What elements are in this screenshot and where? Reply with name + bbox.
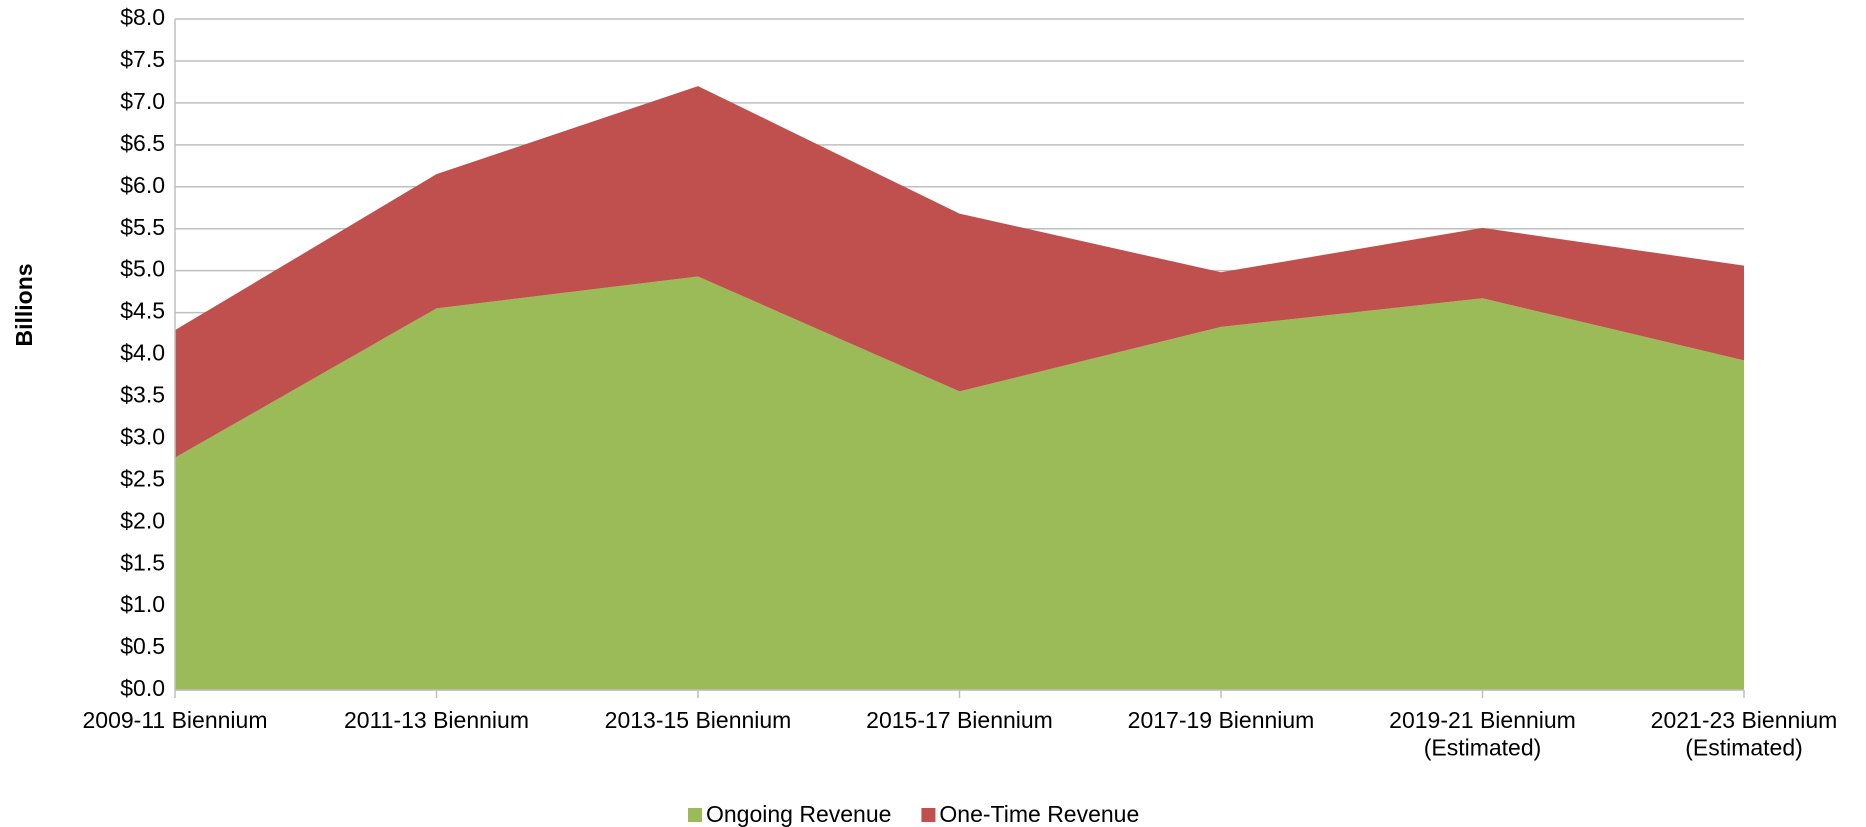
y-tick-label: $2.5 [120, 465, 165, 491]
y-tick-label: $5.0 [120, 256, 165, 282]
y-tick-label: $4.5 [120, 298, 165, 324]
y-tick-label: $2.0 [120, 507, 165, 533]
legend-swatch [921, 808, 936, 822]
y-tick-label: $1.0 [120, 591, 165, 617]
y-tick-label: $7.5 [120, 46, 165, 72]
y-tick-label: $0.0 [120, 675, 165, 701]
y-tick-label: $6.0 [120, 172, 165, 198]
y-tick-label: $3.5 [120, 382, 165, 408]
x-tick-label: 2019-21 Biennium (Estimated) [1389, 707, 1576, 761]
y-axis-label: Billions [11, 263, 37, 346]
legend-label: Ongoing Revenue [706, 801, 891, 827]
legend-swatch [688, 808, 702, 822]
y-tick-label: $6.5 [120, 130, 165, 156]
legend-label: One-Time Revenue [939, 801, 1139, 827]
x-tick-label: 2021-23 Biennium (Estimated) [1651, 707, 1838, 761]
y-tick-label: $4.0 [120, 340, 165, 366]
x-tick-label: 2015-17 Biennium [866, 707, 1053, 733]
x-tick-label: 2009-11 Biennium [83, 707, 268, 733]
y-tick-label: $1.5 [120, 549, 165, 575]
area [175, 276, 1744, 690]
y-tick-label: $8.0 [120, 4, 165, 30]
x-tick-label: 2013-15 Biennium [605, 707, 792, 733]
x-tick-label: 2011-13 Biennium [344, 707, 529, 733]
area [175, 86, 1744, 458]
y-tick-label: $0.5 [120, 633, 165, 659]
y-tick-label: $3.0 [120, 423, 165, 449]
y-tick-label: $5.5 [120, 214, 165, 240]
y-tick-label: $7.0 [120, 88, 165, 114]
x-tick-label: 2017-19 Biennium [1128, 707, 1315, 733]
